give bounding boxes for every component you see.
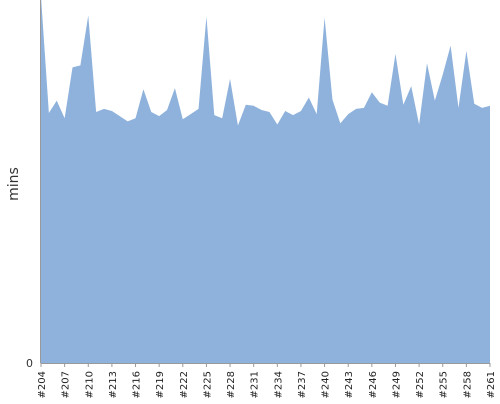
data-point (331, 98, 334, 101)
x-tick-label: #234 (273, 371, 284, 398)
data-point (449, 44, 452, 47)
data-point (441, 73, 444, 76)
data-point (221, 117, 224, 120)
data-point (386, 104, 389, 107)
x-tick-label: #249 (391, 371, 402, 398)
data-point (103, 107, 106, 110)
x-tick-label: #219 (155, 371, 166, 398)
data-point (268, 111, 271, 114)
data-point (244, 103, 247, 106)
data-point (284, 109, 287, 112)
x-tick-label: #252 (415, 371, 426, 398)
area-series (41, 0, 490, 363)
x-tick-label: #213 (108, 371, 119, 398)
data-point (55, 99, 58, 102)
data-point (410, 85, 413, 88)
data-point (236, 124, 239, 127)
x-tick-label: #222 (179, 371, 190, 398)
x-tick-label: #210 (84, 371, 95, 398)
x-tick-label: #243 (344, 371, 355, 398)
x-tick-label: #261 (486, 371, 497, 398)
data-point (276, 123, 279, 126)
data-point (134, 117, 137, 120)
plot-area (41, 0, 492, 363)
data-point (378, 101, 381, 104)
x-tick-label: #231 (250, 371, 261, 398)
data-point (425, 62, 428, 65)
data-point (87, 14, 90, 17)
data-point (473, 102, 476, 105)
x-tick-label: #246 (368, 371, 379, 398)
data-point (197, 107, 200, 110)
data-point (402, 103, 405, 106)
data-point (181, 118, 184, 121)
x-tick-label: #228 (226, 371, 237, 398)
data-point (95, 111, 98, 114)
x-tick-label: #216 (132, 371, 143, 398)
data-point (158, 115, 161, 118)
data-point (339, 122, 342, 125)
data-point (79, 64, 82, 67)
data-point (418, 123, 421, 126)
data-point (118, 115, 121, 118)
data-point (307, 96, 310, 99)
data-point (47, 112, 50, 115)
x-tick-label: #204 (37, 371, 48, 398)
data-point (260, 108, 263, 111)
data-point (292, 114, 295, 117)
data-point (213, 114, 216, 117)
data-point (465, 49, 468, 52)
data-point (142, 88, 145, 91)
data-point (394, 52, 397, 55)
x-tick-label: #240 (321, 371, 332, 398)
data-point (229, 77, 232, 80)
x-tick-label: #207 (61, 371, 72, 398)
data-point (252, 104, 255, 107)
y-axis-label: mins (6, 167, 22, 201)
data-point (433, 99, 436, 102)
x-tick-label: #255 (439, 371, 450, 398)
x-tick-label: #258 (462, 371, 473, 398)
data-point (189, 113, 192, 116)
data-point (150, 111, 153, 114)
axes: 0 #204 #207 #210 #213 #216 #219 #222 #225 #228 #23… (26, 0, 497, 398)
data-point (63, 117, 66, 120)
data-point (489, 104, 492, 107)
data-point (457, 106, 460, 109)
data-point (362, 106, 365, 109)
data-point (481, 106, 484, 109)
data-point (315, 113, 318, 116)
x-tick-label: #237 (297, 371, 308, 398)
data-point (347, 113, 350, 116)
x-tick-label: #225 (202, 371, 213, 398)
y-tick-label: 0 (26, 357, 33, 370)
data-point (370, 91, 373, 94)
data-point (205, 15, 208, 18)
data-point (126, 120, 129, 123)
data-point (173, 87, 176, 90)
data-point (355, 107, 358, 110)
data-point (110, 109, 113, 112)
data-point (71, 66, 74, 69)
data-point (299, 109, 302, 112)
data-point (166, 108, 169, 111)
data-point (323, 16, 326, 19)
